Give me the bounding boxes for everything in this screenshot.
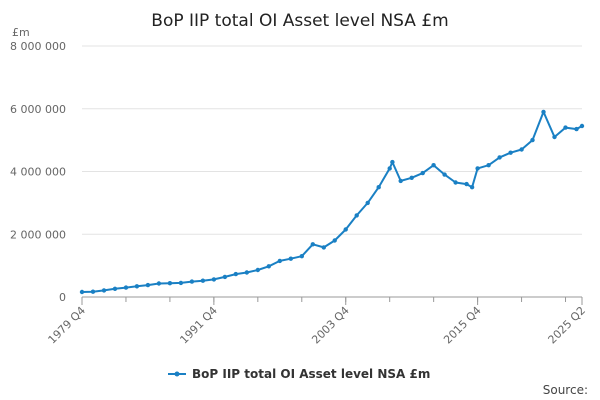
data-point[interactable] <box>90 289 96 294</box>
data-point[interactable] <box>222 274 228 280</box>
data-point[interactable] <box>233 271 238 277</box>
data-point[interactable] <box>376 185 381 190</box>
data-point[interactable] <box>469 185 475 190</box>
data-point[interactable] <box>453 180 458 185</box>
data-point[interactable] <box>332 238 337 243</box>
y-tick-label: 4 000 000 <box>10 166 66 179</box>
x-tick-label: 1991 Q4 <box>177 304 220 347</box>
y-tick-label: 8 000 000 <box>10 40 66 53</box>
legend[interactable]: BoP IIP total OI Asset level NSA £m <box>168 367 430 381</box>
data-point[interactable] <box>354 213 359 218</box>
data-point[interactable] <box>321 245 326 250</box>
x-tick-label: 2003 Q4 <box>309 304 352 347</box>
data-point[interactable] <box>101 288 107 293</box>
data-point[interactable] <box>475 166 480 171</box>
x-tick-label: 2015 Q4 <box>441 304 484 347</box>
gridlines <box>82 45 582 298</box>
data-point[interactable] <box>552 134 557 140</box>
data-point[interactable] <box>464 181 469 187</box>
series-line[interactable] <box>81 110 583 293</box>
data-point[interactable] <box>390 159 395 165</box>
data-point[interactable] <box>266 264 271 269</box>
data-point[interactable] <box>398 178 403 184</box>
data-point[interactable] <box>145 282 151 288</box>
data-point[interactable] <box>255 267 260 273</box>
data-point[interactable] <box>541 109 546 115</box>
source-label: Source: <box>543 383 588 397</box>
data-point[interactable] <box>277 258 282 264</box>
data-point[interactable] <box>497 155 502 160</box>
data-point[interactable] <box>563 125 568 130</box>
y-axis-ticks: 0 2 000 000 4 000 000 6 000 000 8 000 000 <box>10 40 66 304</box>
data-point[interactable] <box>112 286 118 291</box>
data-point[interactable] <box>167 281 173 286</box>
y-tick-label: 0 <box>59 291 66 304</box>
data-point[interactable] <box>431 163 436 168</box>
data-point[interactable] <box>288 256 293 261</box>
legend-label: BoP IIP total OI Asset level NSA £m <box>192 367 430 381</box>
y-tick-label: 6 000 000 <box>10 103 66 116</box>
x-axis: 1979 Q4 1991 Q4 2003 Q4 2015 Q4 2025 Q2 <box>46 296 589 347</box>
data-point[interactable] <box>244 270 249 275</box>
data-point[interactable] <box>420 170 425 176</box>
data-point[interactable] <box>486 163 491 168</box>
series-layer <box>79 109 585 295</box>
data-point[interactable] <box>178 280 184 286</box>
y-tick-label: 2 000 000 <box>10 228 66 241</box>
data-point[interactable] <box>343 227 348 232</box>
data-point[interactable] <box>123 285 129 290</box>
data-point[interactable] <box>79 289 85 295</box>
data-point[interactable] <box>134 284 140 289</box>
x-tick-label: 1979 Q4 <box>46 304 89 347</box>
data-point[interactable] <box>574 126 579 132</box>
data-point[interactable] <box>508 150 513 155</box>
y-axis-unit-label: £m <box>12 26 30 39</box>
data-point[interactable] <box>200 278 206 283</box>
data-point[interactable] <box>211 277 217 282</box>
data-point[interactable] <box>579 123 585 129</box>
data-point[interactable] <box>310 242 315 247</box>
data-point[interactable] <box>156 281 162 286</box>
data-point[interactable] <box>299 254 304 259</box>
data-point[interactable] <box>387 166 392 171</box>
data-point[interactable] <box>519 147 524 152</box>
data-point[interactable] <box>189 279 195 284</box>
legend-point-marker <box>174 371 180 377</box>
x-tick-label: 2025 Q2 <box>546 304 589 347</box>
data-point[interactable] <box>365 200 370 206</box>
data-point[interactable] <box>442 172 447 177</box>
chart-title: BoP IIP total OI Asset level NSA £m <box>151 11 448 31</box>
data-point[interactable] <box>530 137 535 143</box>
data-point[interactable] <box>409 175 414 180</box>
